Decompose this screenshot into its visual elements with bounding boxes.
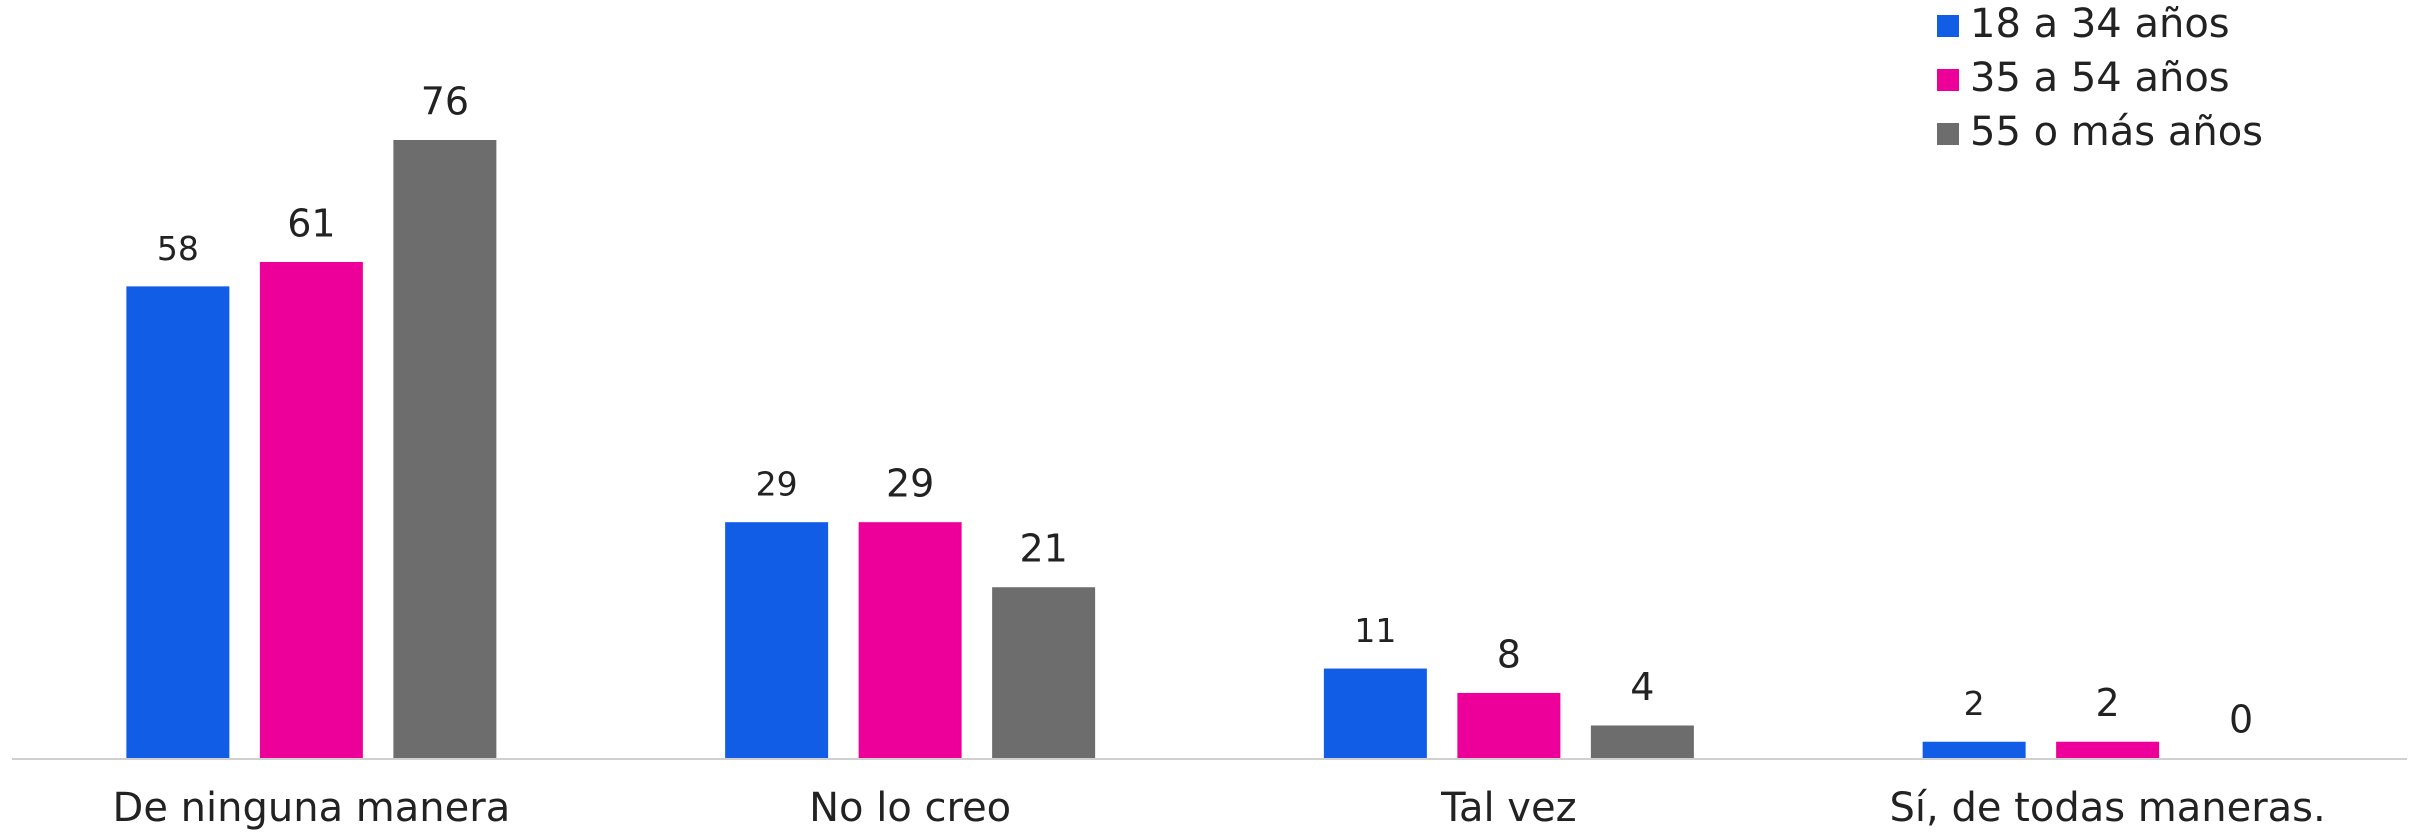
data-label: 29 [756,465,798,504]
x-tick-label: Tal vez [1440,785,1576,831]
legend-swatch [1937,123,1959,145]
data-label: 29 [886,462,934,506]
data-label: 61 [287,201,335,245]
bar [2056,741,2160,758]
bar [725,522,829,758]
data-label: 21 [1019,527,1067,571]
bar [1323,668,1427,758]
legend-swatch [1937,15,1959,37]
x-tick-label: Sí, de todas maneras. [1890,785,2326,831]
data-label: 58 [157,229,199,268]
bar [858,522,962,758]
legend-swatch [1937,69,1959,91]
legend-label: 55 o más años [1970,109,2263,155]
data-label: 8 [1497,632,1521,676]
data-label: 2 [2096,681,2120,725]
x-tick-label: De ninguna manera [113,785,511,831]
legend-label: 35 a 54 años [1970,55,2230,101]
bar [992,587,1096,758]
bar [1922,741,2026,758]
data-label: 11 [1354,611,1396,650]
legend-label: 18 a 34 años [1970,1,2230,47]
bar [1457,692,1561,758]
bar [259,261,363,758]
bar [393,140,497,758]
data-label: 76 [421,80,469,124]
data-label: 2 [1964,684,1985,723]
data-label: 4 [1630,665,1654,709]
bar [1590,725,1694,758]
x-tick-label: No lo creo [809,785,1011,831]
bar [126,286,230,758]
data-label: 0 [2229,698,2253,742]
